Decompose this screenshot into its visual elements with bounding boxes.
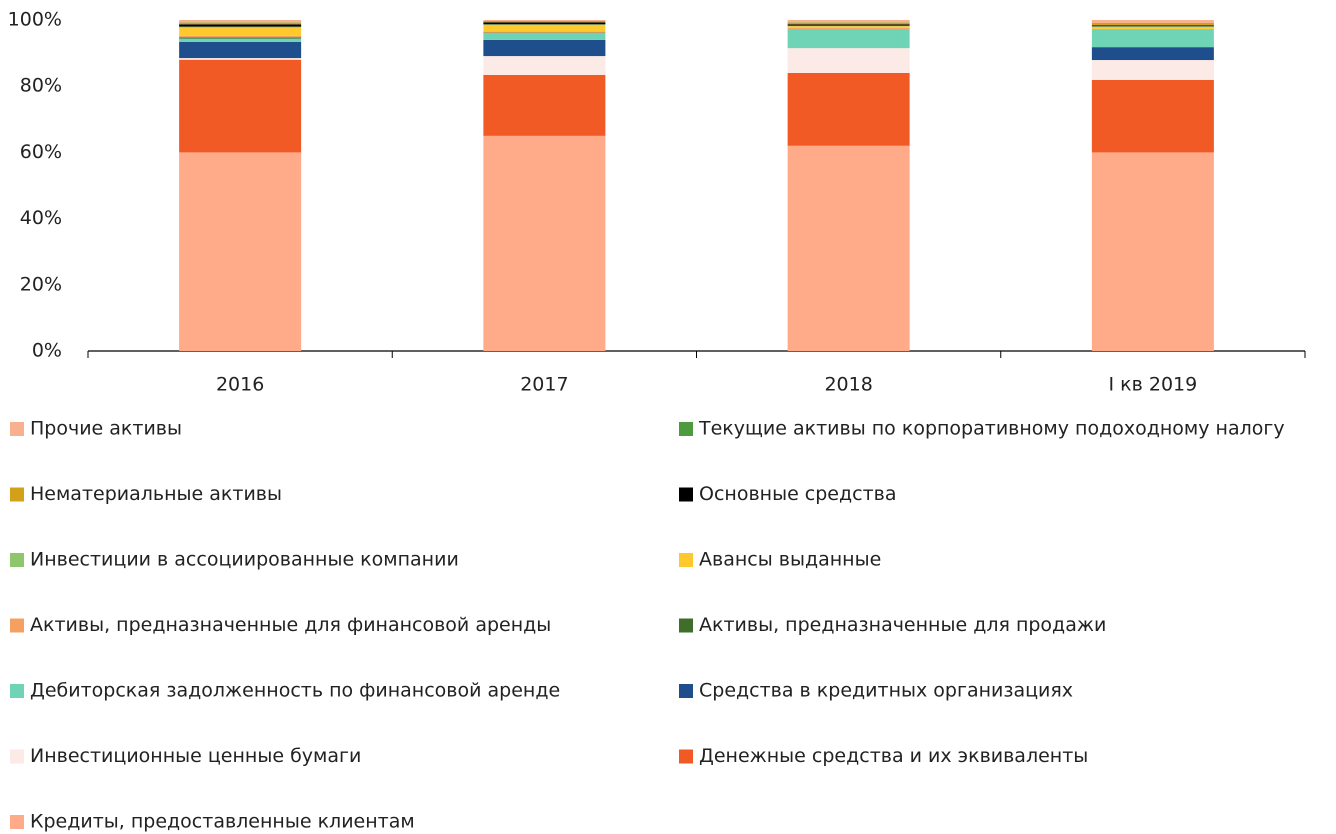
bar-segment (1091, 79, 1214, 153)
bar-segment (787, 145, 910, 351)
legend-swatch (679, 553, 693, 567)
bar-segment (179, 27, 302, 36)
legend-swatch (10, 749, 24, 764)
legend-label: Активы, предназначенные для продажи (699, 614, 1106, 636)
legend-swatch (10, 553, 24, 567)
y-tick-label: 40% (20, 207, 62, 229)
bar-segment (179, 22, 302, 25)
bar-segment (179, 26, 302, 28)
bar-segment (483, 56, 606, 75)
legend-swatch (679, 487, 693, 502)
bar-segment (179, 58, 302, 60)
x-tick-label: I кв 2019 (1109, 374, 1198, 396)
legend-swatch (10, 684, 24, 698)
bar-segment (1091, 26, 1214, 27)
legend-label: Прочие активы (30, 418, 182, 440)
bar-segment (787, 25, 910, 27)
legend-swatch (679, 422, 693, 436)
legend-label: Основные средства (699, 483, 897, 505)
bar-segment (179, 35, 302, 38)
legend-label: Дебиторская задолженность по финансовой … (30, 680, 560, 702)
y-tick-label: 100% (8, 9, 62, 31)
legend-swatch (679, 749, 693, 764)
bar-segment (483, 22, 606, 25)
bar-segment (179, 152, 302, 351)
legend-label: Активы, предназначенные для финансовой а… (30, 614, 551, 636)
y-tick-label: 20% (20, 273, 62, 295)
legend-label: Нематериальные активы (30, 483, 282, 505)
bar-segment (787, 22, 910, 25)
bar-segment (179, 38, 302, 42)
bar-segment (179, 59, 302, 153)
bar-segment (787, 28, 910, 49)
legend-label: Инвестиционные ценные бумаги (30, 745, 361, 767)
legend-swatch (679, 618, 693, 633)
x-tick-label: 2017 (520, 374, 568, 396)
bar-segment (1091, 25, 1214, 27)
bar-segment (1091, 28, 1214, 30)
legend-label: Текущие активы по корпоративному подоход… (698, 418, 1285, 440)
bar-segment (787, 20, 910, 23)
bar-segment (179, 20, 302, 23)
bar-segment (483, 31, 606, 33)
bar-segment (1091, 23, 1214, 26)
x-tick-label: 2018 (824, 374, 872, 396)
bar-segment (483, 24, 606, 25)
bar-segment (179, 37, 302, 39)
legend-swatch (679, 684, 693, 698)
bar-segment (1091, 47, 1214, 61)
bar-segment (1091, 26, 1214, 29)
bar-segment (483, 24, 606, 32)
legend-swatch (10, 422, 24, 436)
bar-segment (787, 24, 910, 26)
bar-segment (1091, 29, 1214, 48)
bar-segment (787, 72, 910, 146)
legend-label: Кредиты, предоставленные клиентам (30, 811, 415, 833)
legend-swatch (10, 487, 24, 502)
bar-segment (483, 135, 606, 351)
y-tick-label: 60% (20, 141, 62, 163)
bar-segment (483, 74, 606, 136)
bar-segment (483, 39, 606, 57)
legend-swatch (10, 618, 24, 633)
bar-segment (179, 24, 302, 27)
legend-swatch (10, 815, 24, 829)
bar-segment (483, 20, 606, 21)
legend-label: Денежные средства и их эквиваленты (699, 745, 1088, 767)
bar-segment (1091, 60, 1214, 80)
legend-label: Авансы выданные (699, 549, 881, 571)
bar-segment (1091, 152, 1214, 351)
legend-label: Средства в кредитных организациях (699, 680, 1073, 702)
bar-segment (787, 48, 910, 73)
y-tick-label: 0% (32, 340, 62, 362)
bar-segment (179, 41, 302, 59)
bar-segment (483, 32, 606, 40)
bar-segment (1091, 20, 1214, 23)
bar-segment (787, 26, 910, 28)
y-tick-label: 80% (20, 75, 62, 97)
x-tick-label: 2016 (216, 374, 264, 396)
bar-segment (787, 27, 910, 29)
legend-label: Инвестиции в ассоциированные компании (30, 549, 459, 571)
bar-segment (483, 21, 606, 23)
